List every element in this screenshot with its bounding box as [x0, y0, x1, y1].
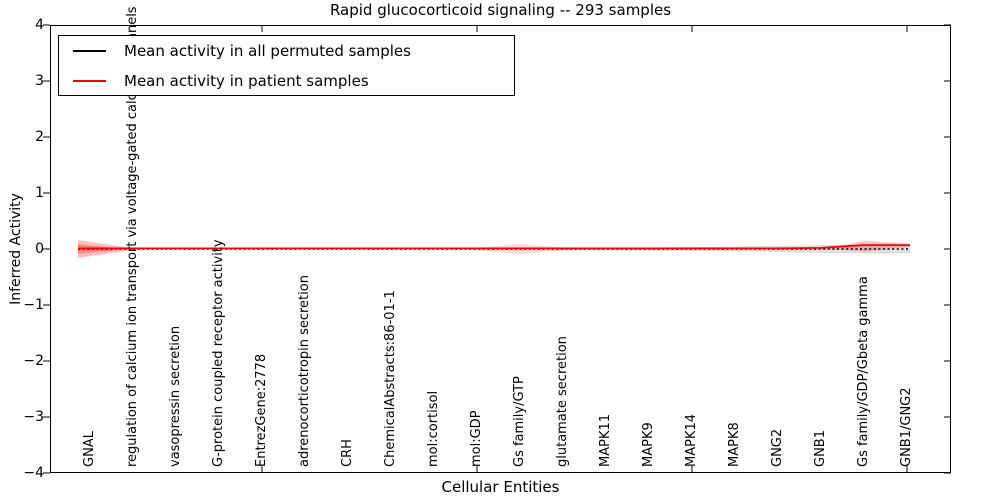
patient-mean-line — [78, 244, 910, 250]
x-category-label: Gs family/GTP — [512, 376, 527, 467]
y-tick-label: 0 — [35, 241, 44, 257]
y-tick-label: 4 — [35, 17, 44, 33]
y-tick-label: 2 — [35, 129, 44, 145]
x-category-label: adrenocorticotropin secretion — [297, 275, 312, 467]
y-tick-label: −1 — [23, 297, 44, 313]
patient-spread-right-band — [816, 240, 910, 252]
x-category-label: mol:GDP — [469, 410, 484, 467]
y-tick-label: −3 — [23, 409, 44, 425]
legend-entry: Mean activity in patient samples — [59, 68, 514, 94]
chart-title: Rapid glucocorticoid signaling -- 293 sa… — [329, 1, 672, 19]
legend-line-swatch — [73, 49, 106, 52]
y-tick-label: −4 — [23, 465, 44, 481]
x-category-label: GNAL — [82, 431, 97, 467]
x-category-label: EntrezGene:2778 — [254, 353, 269, 467]
legend-entry: Mean activity in all permuted samples — [59, 38, 514, 64]
x-category-label: MAPK8 — [727, 422, 742, 467]
x-category-label: MAPK11 — [598, 413, 613, 467]
x-category-label: CRH — [340, 439, 355, 467]
x-category-label: GNG2 — [770, 428, 785, 467]
legend: Mean activity in all permuted samples Mea… — [58, 35, 515, 96]
x-category-label: GNB1 — [813, 430, 828, 467]
x-category-label: Gs family/GDP/Gbeta gamma — [856, 276, 871, 467]
x-category-label: mol:cortisol — [426, 390, 441, 467]
x-category-label: ChemicalAbstracts:86-01-1 — [383, 290, 398, 467]
x-category-label: G-protein coupled receptor activity — [211, 239, 226, 467]
x-category-label: MAPK14 — [684, 413, 699, 467]
x-category-label: glutamate secretion — [555, 336, 570, 467]
legend-label: Mean activity in all permuted samples — [124, 41, 411, 60]
x-axis-label: Cellular Entities — [441, 478, 560, 496]
y-tick-label: −2 — [23, 353, 44, 369]
y-tick-label: 3 — [35, 73, 44, 89]
x-category-label: vasopressin secretion — [168, 325, 183, 467]
y-tick-label: 1 — [35, 185, 44, 201]
x-category-label: MAPK9 — [641, 422, 656, 467]
legend-line-swatch — [73, 79, 106, 82]
legend-label: Mean activity in patient samples — [124, 71, 369, 90]
x-category-label: GNB1/GNG2 — [899, 387, 914, 467]
